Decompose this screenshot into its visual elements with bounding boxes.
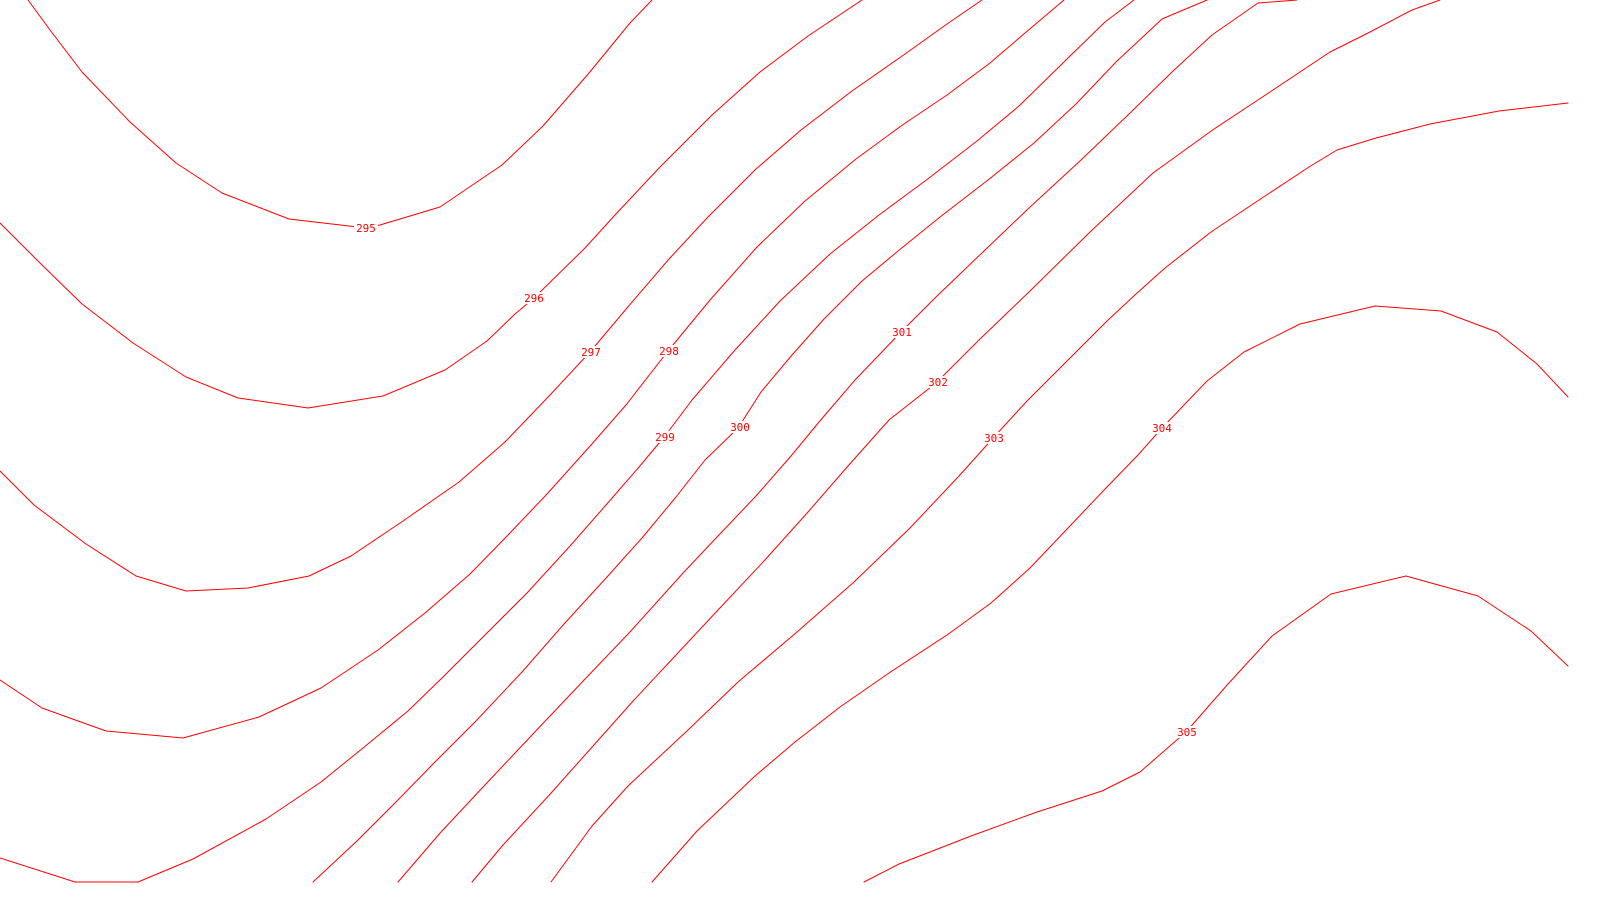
- contour-label-text: 297: [581, 346, 601, 359]
- contour-label-296: 296: [522, 292, 546, 305]
- contour-label-text: 298: [659, 345, 679, 358]
- contour-label-text: 295: [356, 222, 376, 235]
- contour-label-303: 303: [982, 432, 1006, 445]
- contour-line-296: [0, 0, 863, 409]
- contour-line-301: [397, 0, 1298, 883]
- contour-label-302: 302: [926, 376, 950, 389]
- contour-line-303: [550, 102, 1569, 883]
- contour-labels: 295 296 297 298 299 300 301 302 303 304 305: [354, 222, 1199, 739]
- contour-label-background: [653, 431, 677, 443]
- contour-label-background: [1150, 422, 1174, 434]
- contour-label-text: 303: [984, 432, 1004, 445]
- contour-label-text: 302: [928, 376, 948, 389]
- contour-label-background: [579, 346, 603, 358]
- contour-label-background: [982, 432, 1006, 444]
- contour-line-304: [651, 305, 1569, 883]
- contour-line-298: [0, 0, 1065, 739]
- contour-label-text: 305: [1177, 726, 1197, 739]
- contour-label-299: 299: [653, 431, 677, 444]
- contour-label-text: 299: [655, 431, 675, 444]
- contour-label-text: 300: [730, 421, 750, 434]
- contour-label-background: [728, 421, 752, 433]
- contour-lines: [0, 0, 1569, 883]
- contour-label-297: 297: [579, 346, 603, 359]
- contour-label-300: 300: [728, 421, 752, 434]
- contour-label-background: [522, 292, 546, 304]
- contour-label-background: [926, 376, 950, 388]
- contour-label-301: 301: [890, 326, 914, 339]
- contour-line-300: [312, 0, 1208, 883]
- contour-line-297: [0, 0, 983, 592]
- contour-label-298: 298: [657, 345, 681, 358]
- contour-label-text: 301: [892, 326, 912, 339]
- contour-label-text: 296: [524, 292, 544, 305]
- contour-label-304: 304: [1150, 422, 1174, 435]
- contour-label-305: 305: [1175, 726, 1199, 739]
- contour-line-295: [27, 0, 653, 229]
- contour-label-background: [657, 345, 681, 357]
- contour-label-295: 295: [354, 222, 378, 235]
- contour-line-305: [863, 575, 1569, 883]
- contour-label-background: [1175, 726, 1199, 738]
- contour-label-text: 304: [1152, 422, 1172, 435]
- contour-label-background: [890, 326, 914, 338]
- contour-label-background: [354, 222, 378, 234]
- contour-line-299: [0, 0, 1135, 883]
- contour-line-302: [471, 0, 1441, 883]
